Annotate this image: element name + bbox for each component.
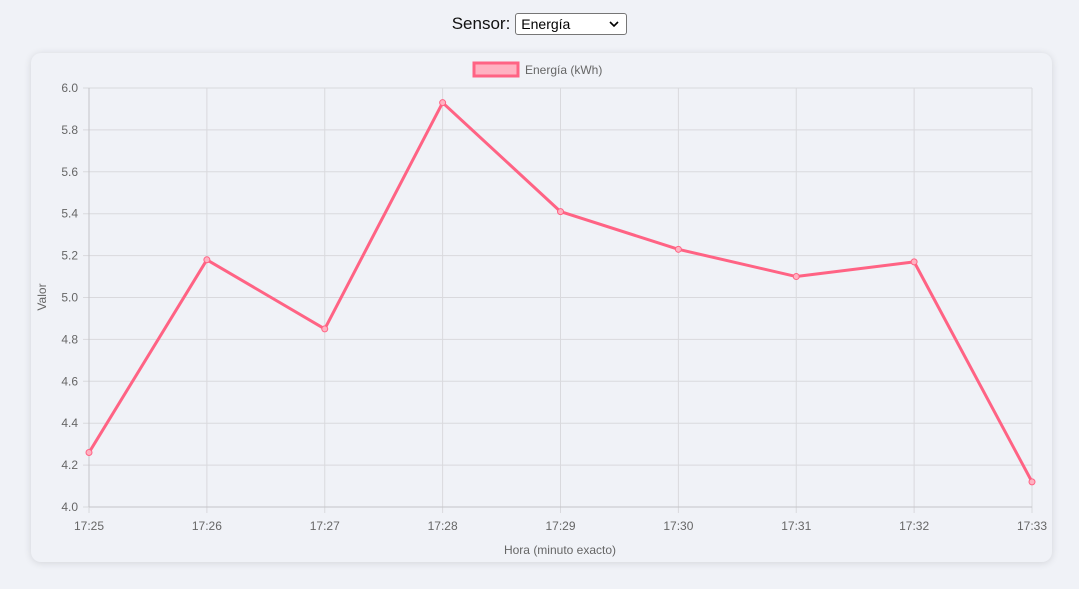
y-tick-label: 5.0 <box>61 291 78 305</box>
grid-lines <box>83 87 1033 513</box>
y-tick-label: 4.6 <box>61 374 78 388</box>
chevron-down-icon <box>609 21 619 28</box>
y-tick-label: 5.8 <box>61 123 78 137</box>
axes <box>88 88 1032 508</box>
y-axis-label: Valor <box>35 283 49 310</box>
x-tick-label: 17:29 <box>545 519 575 533</box>
x-tick-label: 17:27 <box>310 519 340 533</box>
x-tick-label: 17:33 <box>1017 519 1047 533</box>
y-tick-label: 5.6 <box>61 165 78 179</box>
sensor-selector-row: Sensor: Energía <box>0 11 1079 37</box>
y-tick-label: 5.2 <box>61 249 78 263</box>
data-point[interactable] <box>674 245 682 253</box>
data-point[interactable] <box>1028 478 1036 486</box>
x-tick-label: 17:26 <box>192 519 222 533</box>
y-tick-labels: 4.0 4.2 4.4 4.6 4.8 5.0 5.2 5.4 5.6 5.8 6.0 <box>61 81 78 514</box>
x-tick-label: 17:30 <box>663 519 693 533</box>
x-tick-labels: 17:25 17:26 17:27 17:28 17:29 17:30 17:31 17:32… <box>74 519 1047 533</box>
y-tick-label: 5.4 <box>61 207 78 221</box>
y-tick-label: 6.0 <box>61 81 78 95</box>
sensor-label: Sensor: <box>451 14 511 33</box>
data-point[interactable] <box>203 256 211 264</box>
legend-swatch <box>472 61 520 78</box>
sensor-select-value: Energía <box>521 16 571 32</box>
sensor-select[interactable]: Energía <box>515 13 628 35</box>
data-point[interactable] <box>910 258 918 266</box>
x-axis-label: Hora (minuto exacto) <box>504 543 616 557</box>
legend: Energía (kWh) <box>472 61 602 78</box>
legend-label[interactable]: Energía (kWh) <box>525 63 602 77</box>
data-point[interactable] <box>557 208 564 216</box>
x-tick-label: 17:28 <box>428 519 458 533</box>
y-tick-label: 4.2 <box>61 458 78 472</box>
series <box>85 99 1036 486</box>
y-tick-label: 4.0 <box>61 500 78 514</box>
data-point[interactable] <box>321 325 329 333</box>
data-point[interactable] <box>439 99 447 107</box>
x-tick-label: 17:25 <box>74 519 104 533</box>
x-tick-label: 17:31 <box>781 519 811 533</box>
data-point[interactable] <box>85 449 93 457</box>
chart-card <box>31 53 1052 562</box>
y-tick-label: 4.8 <box>61 332 78 346</box>
data-point[interactable] <box>792 273 800 281</box>
x-tick-label: 17:32 <box>899 519 929 533</box>
y-tick-label: 4.4 <box>61 416 78 430</box>
